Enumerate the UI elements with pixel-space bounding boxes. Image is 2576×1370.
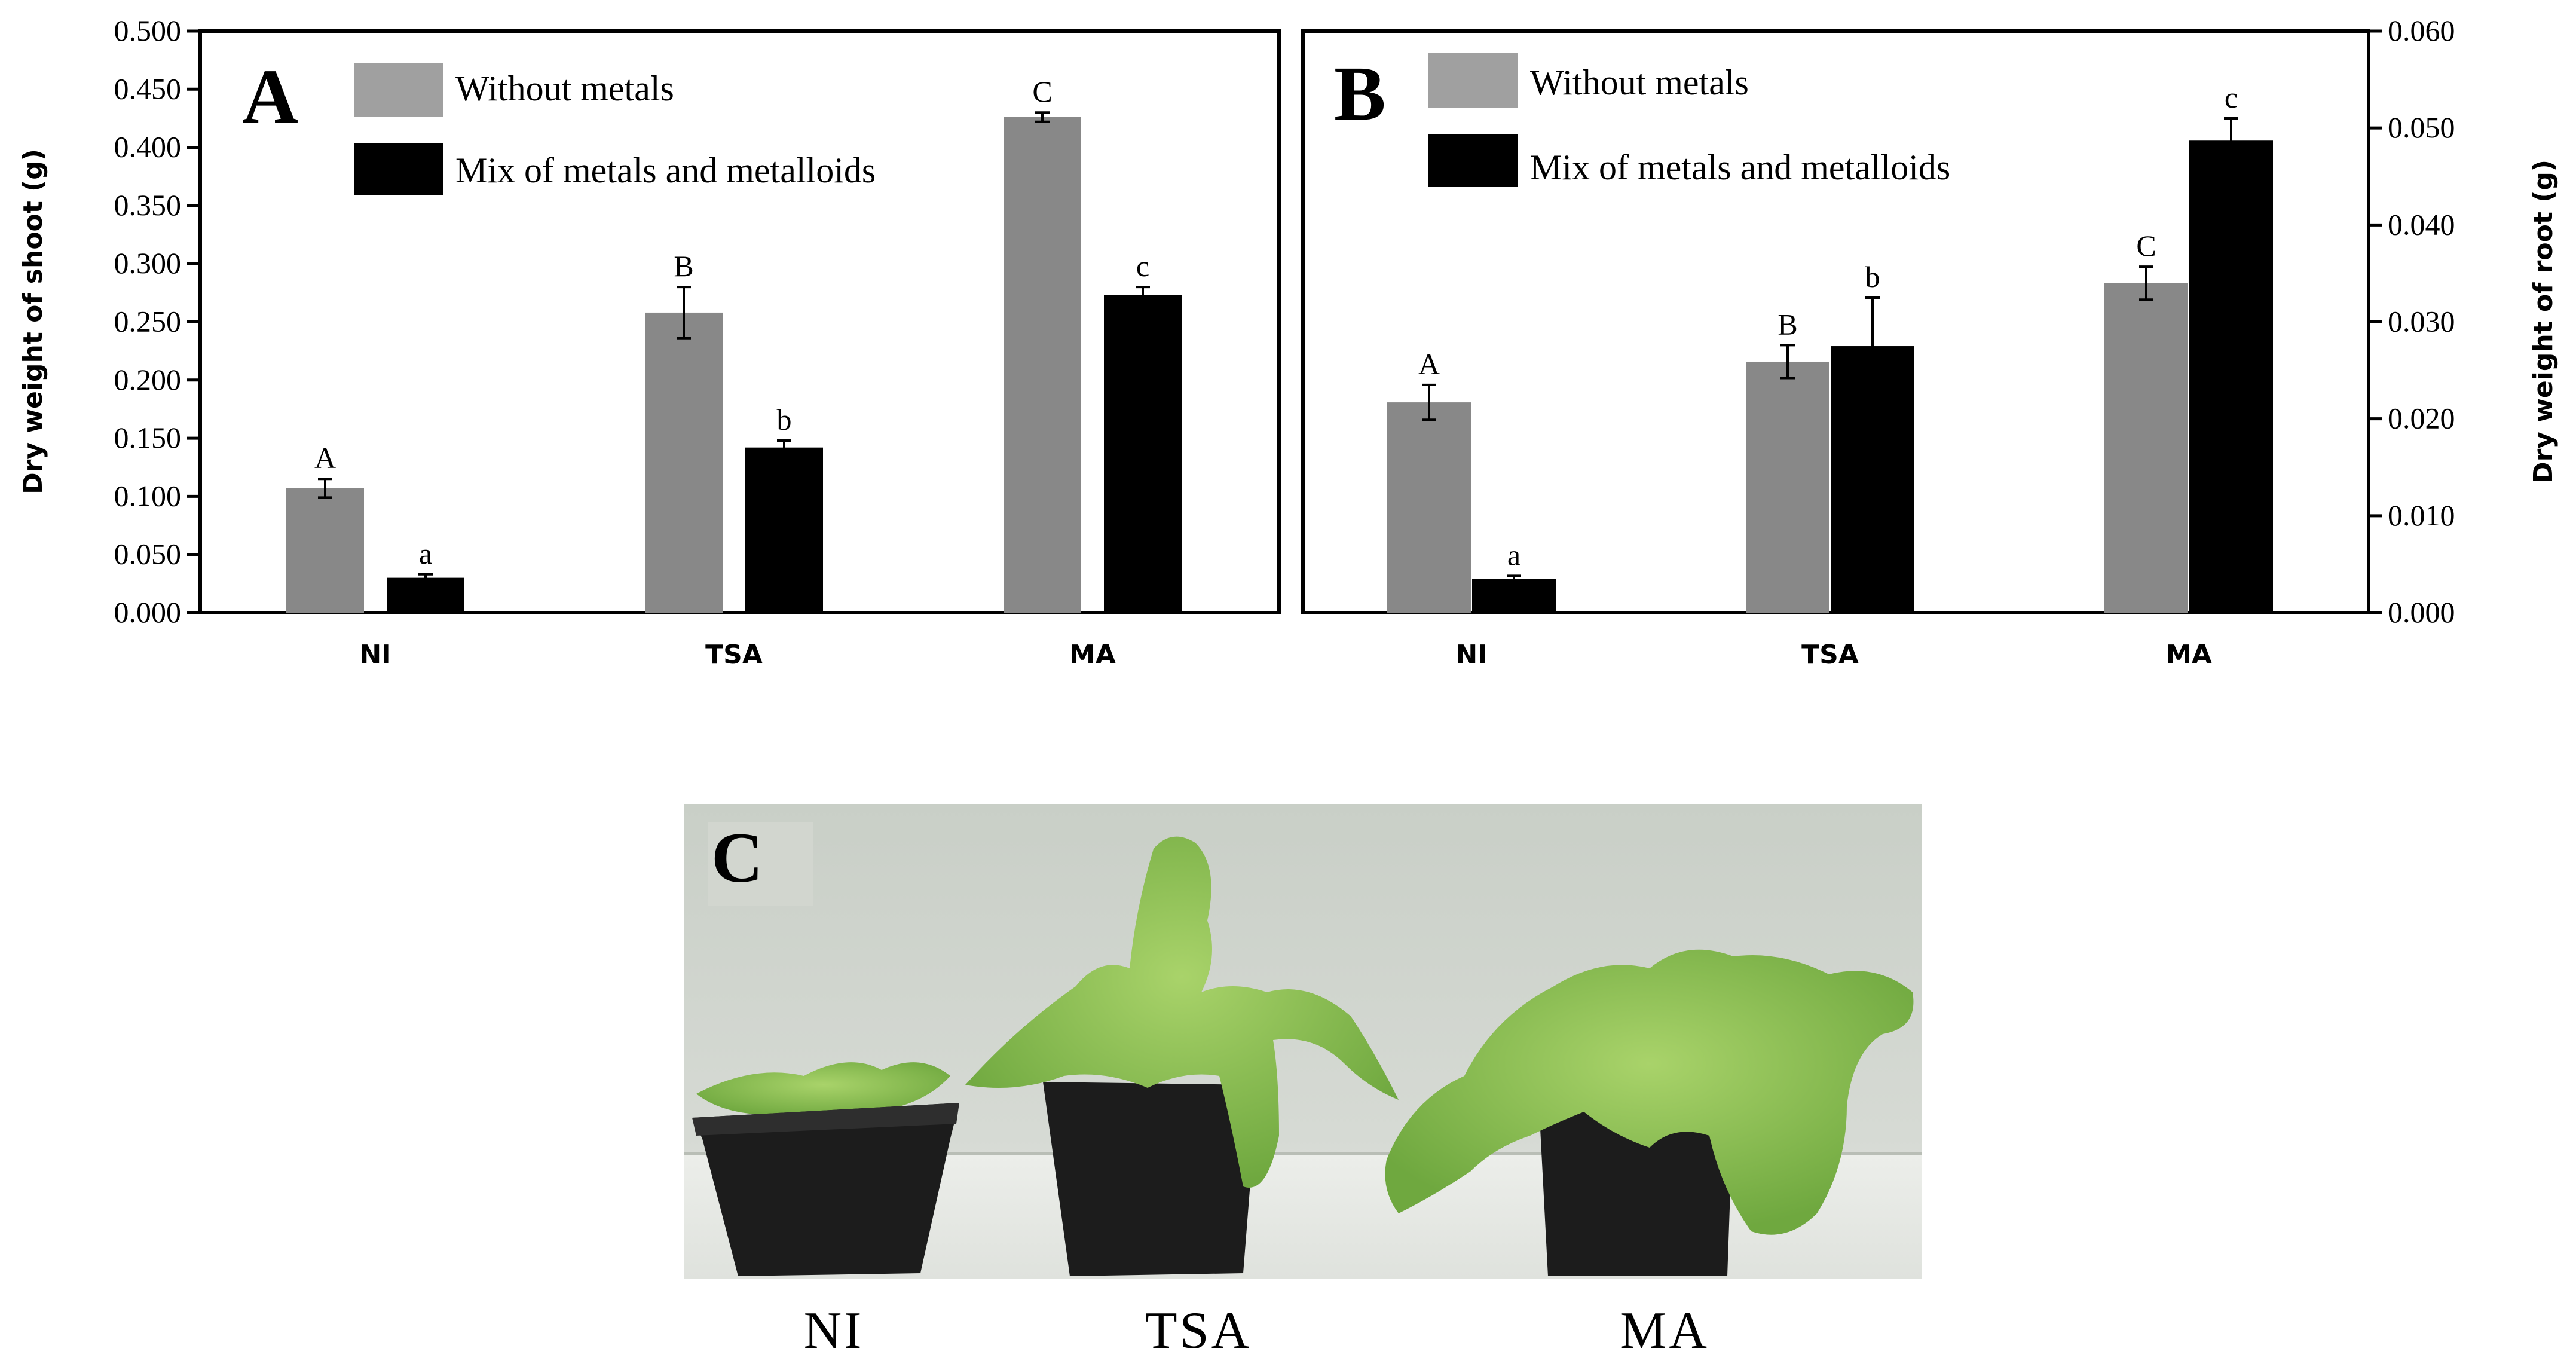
y-tick-label: 0.030: [2388, 305, 2455, 338]
y-tick-label: 0.040: [2388, 207, 2455, 241]
legend-a-label-without: Without metals: [455, 69, 674, 108]
y-tick-label: 0.300: [114, 246, 182, 280]
x-category-label: TSA: [1801, 640, 1859, 670]
y-tick-label: 0.200: [114, 363, 182, 396]
photo-letter-background: [708, 822, 813, 906]
plant-ni-leaves: [696, 1062, 950, 1119]
x-category-label: NI: [359, 640, 391, 670]
legend-a-swatch-without: [354, 63, 443, 117]
photo-label-ni: NI: [804, 1302, 864, 1360]
y-tick-label: 0.350: [114, 188, 182, 222]
legend-b-swatch-mix: [1428, 134, 1518, 187]
plant-ni: [692, 1062, 959, 1276]
significance-letter: b: [1865, 260, 1880, 293]
y-tick-label: 0.000: [114, 595, 182, 629]
panel-a-letter: A: [242, 54, 298, 140]
panel-b-chart: 0.000 0.010 0.020 0.030 0.040 0.050 0.060 A B Ca…: [1301, 14, 2559, 670]
bar-mix-metals-ni: [387, 577, 464, 613]
significance-letter: C: [1032, 75, 1052, 108]
x-category-label: MA: [1069, 640, 1116, 670]
plant-tsa-leaves: [965, 836, 1399, 1188]
bar-without-metals-ni: [1387, 402, 1471, 613]
bar-mix-metals-ni: [1472, 579, 1556, 613]
panel-a-y-axis-title: Dry weight of shoot (g): [18, 149, 48, 494]
significance-letter: a: [1507, 538, 1520, 571]
pot-ma: [1539, 1106, 1733, 1276]
legend-b-swatch-without: [1428, 53, 1518, 108]
legend-a-swatch-mix: [354, 143, 443, 195]
panel-a-chart: 0.000 0.050 0.100 0.150 0.200 0.250 0.300 0.350…: [18, 14, 1281, 670]
legend-a-label-mix: Mix of metals and metalloids: [455, 151, 876, 190]
photo-label-tsa: TSA: [1145, 1302, 1252, 1360]
panel-a-categories: NI TSA MA: [359, 640, 1116, 670]
panel-a-bars: A B Ca b c: [286, 75, 1182, 613]
y-tick-label: 0.020: [2388, 402, 2455, 435]
panel-a-legend: Without metals Mix of metals and metallo…: [354, 63, 876, 195]
y-tick-label: 0.000: [2388, 595, 2455, 629]
bar-mix-metals-ma: [1104, 295, 1182, 613]
plant-ma-leaves: [1385, 949, 1914, 1235]
y-tick-label: 0.450: [114, 72, 182, 105]
significance-letter: c: [2225, 81, 2238, 114]
plant-tsa: [965, 836, 1399, 1276]
bar-without-metals-tsa: [1746, 361, 1829, 613]
y-tick-label: 0.150: [114, 421, 182, 454]
panel-b-y-axis-title: Dry weight of root (g): [2528, 160, 2559, 484]
y-tick-label: 0.100: [114, 479, 182, 512]
panel-b-categories: NI TSA MA: [1455, 640, 2212, 670]
y-tick-label: 0.050: [114, 537, 182, 571]
pot-ni: [692, 1103, 959, 1276]
plant-ma: [1385, 949, 1914, 1276]
significance-letter: B: [1777, 307, 1797, 341]
panel-c-photo: C: [684, 804, 1922, 1279]
bar-without-metals-tsa: [645, 312, 723, 613]
y-tick-label: 0.010: [2388, 499, 2455, 532]
x-category-label: MA: [2165, 640, 2212, 670]
panel-b-bars: A B Ca b c: [1387, 81, 2273, 613]
pot-ni-rim: [692, 1103, 959, 1136]
legend-b-label-mix: Mix of metals and metalloids: [1530, 148, 1950, 187]
legend-b-label-without: Without metals: [1530, 63, 1749, 102]
y-tick-label: 0.400: [114, 130, 182, 164]
panel-a-y-ticks: 0.000 0.050 0.100 0.150 0.200 0.250 0.300 0.350…: [114, 14, 200, 629]
panel-b-legend: Without metals Mix of metals and metallo…: [1428, 53, 1950, 187]
bar-mix-metals-ma: [2189, 140, 2273, 613]
y-tick-label: 0.500: [114, 14, 182, 47]
bar-without-metals-ma: [2104, 283, 2188, 613]
y-tick-label: 0.050: [2388, 111, 2455, 144]
panel-c-letter: C: [711, 818, 763, 897]
significance-letter: a: [419, 537, 432, 570]
photo-label-ma: MA: [1620, 1302, 1709, 1360]
significance-letter: C: [2136, 229, 2156, 262]
significance-letter: A: [314, 441, 336, 475]
y-tick-label: 0.060: [2388, 14, 2455, 47]
significance-letter: A: [1418, 347, 1440, 381]
pot-tsa: [1043, 1082, 1258, 1276]
x-category-label: NI: [1455, 640, 1487, 670]
y-tick-label: 0.250: [114, 305, 182, 338]
bar-mix-metals-tsa: [745, 447, 823, 613]
significance-letter: b: [777, 403, 792, 436]
significance-letter: c: [1136, 249, 1149, 283]
x-category-label: TSA: [705, 640, 763, 670]
panel-b-letter: B: [1334, 51, 1386, 137]
panel-b-y-ticks: 0.000 0.010 0.020 0.030 0.040 0.050 0.060: [2369, 14, 2455, 629]
bar-without-metals-ni: [286, 488, 364, 613]
bar-without-metals-ma: [1004, 117, 1081, 613]
significance-letter: B: [674, 249, 693, 283]
